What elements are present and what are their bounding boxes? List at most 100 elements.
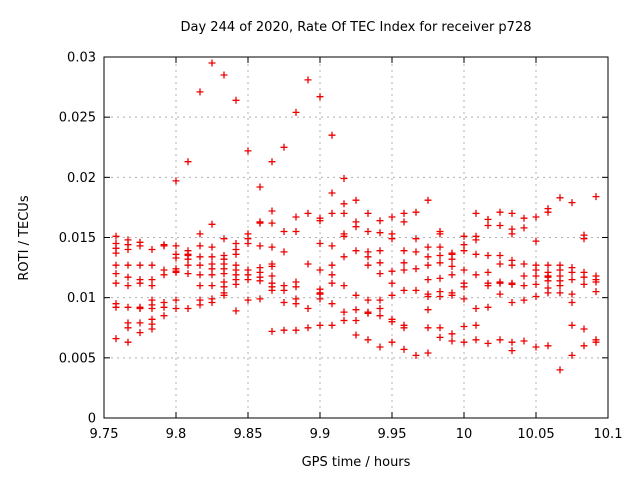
data-point-marker bbox=[232, 240, 240, 247]
data-point-marker bbox=[136, 242, 144, 250]
data-point-marker bbox=[172, 268, 180, 276]
data-point-marker bbox=[532, 293, 540, 300]
data-point-marker bbox=[184, 270, 192, 278]
data-point-marker bbox=[280, 299, 288, 306]
data-point-marker bbox=[496, 290, 504, 298]
data-point-marker bbox=[532, 280, 540, 288]
x-tick-label: 10 bbox=[456, 427, 473, 442]
data-point-marker bbox=[340, 200, 348, 208]
data-point-marker bbox=[208, 243, 216, 251]
data-point-marker bbox=[172, 177, 180, 185]
data-point-marker bbox=[376, 229, 384, 237]
data-point-marker bbox=[556, 194, 564, 202]
data-point-marker bbox=[472, 271, 480, 279]
data-point-marker bbox=[412, 351, 420, 359]
data-point-marker bbox=[556, 282, 564, 290]
data-point-marker bbox=[208, 220, 216, 228]
data-point-marker bbox=[532, 266, 540, 274]
data-point-marker bbox=[352, 247, 360, 255]
data-point-marker bbox=[244, 296, 252, 304]
data-point-marker bbox=[124, 303, 132, 311]
data-point-marker bbox=[136, 319, 144, 327]
data-point-marker bbox=[436, 324, 444, 332]
x-tick-label: 9.95 bbox=[378, 427, 407, 442]
data-point-marker bbox=[580, 342, 588, 350]
data-point-marker bbox=[316, 321, 324, 329]
data-point-marker bbox=[520, 224, 528, 232]
data-point-marker bbox=[268, 327, 276, 335]
data-point-marker bbox=[136, 279, 144, 287]
data-point-marker bbox=[388, 318, 396, 326]
data-point-marker bbox=[424, 293, 432, 300]
y-tick-label: 0.015 bbox=[59, 231, 96, 246]
data-point-marker bbox=[208, 265, 216, 273]
y-tick-label: 0.02 bbox=[67, 171, 96, 186]
data-point-marker bbox=[592, 288, 600, 296]
data-point-marker bbox=[544, 261, 552, 269]
data-point-marker bbox=[160, 271, 168, 279]
data-point-marker bbox=[520, 260, 528, 268]
data-point-marker bbox=[400, 209, 408, 217]
data-point-marker bbox=[544, 289, 552, 297]
data-point-marker bbox=[328, 321, 336, 329]
data-point-marker bbox=[544, 277, 552, 285]
y-tick-label: 0.01 bbox=[67, 291, 96, 306]
data-point-marker bbox=[580, 235, 588, 243]
data-point-marker bbox=[448, 337, 456, 345]
data-point-marker bbox=[148, 305, 156, 312]
data-point-marker bbox=[112, 270, 120, 278]
data-point-marker bbox=[352, 223, 360, 231]
data-point-marker bbox=[376, 217, 384, 225]
data-point-marker bbox=[472, 250, 480, 258]
data-point-marker bbox=[268, 219, 276, 227]
data-point-marker bbox=[508, 209, 516, 217]
data-point-marker bbox=[316, 266, 324, 274]
data-point-marker bbox=[112, 232, 120, 240]
data-point-marker bbox=[484, 339, 492, 347]
data-point-marker bbox=[292, 300, 300, 308]
data-point-marker bbox=[484, 282, 492, 290]
x-tick-label: 10.1 bbox=[594, 427, 623, 442]
data-point-marker bbox=[196, 282, 204, 290]
data-point-marker bbox=[436, 274, 444, 282]
data-point-marker bbox=[280, 228, 288, 235]
data-point-marker bbox=[340, 232, 348, 240]
data-point-marker bbox=[496, 252, 504, 259]
data-point-marker bbox=[364, 336, 372, 344]
data-point-marker bbox=[124, 338, 132, 346]
data-point-marker bbox=[304, 305, 312, 312]
data-point-marker bbox=[148, 276, 156, 284]
data-point-marker bbox=[328, 189, 336, 197]
data-point-marker bbox=[220, 71, 228, 79]
data-point-marker bbox=[568, 321, 576, 329]
data-point-marker bbox=[568, 351, 576, 359]
data-point-marker bbox=[472, 321, 480, 329]
data-point-marker bbox=[580, 273, 588, 281]
data-point-marker bbox=[460, 323, 468, 330]
data-point-marker bbox=[460, 283, 468, 291]
data-point-marker bbox=[304, 209, 312, 217]
data-point-marker bbox=[328, 261, 336, 269]
data-point-marker bbox=[280, 286, 288, 294]
data-point-marker bbox=[520, 214, 528, 222]
data-point-marker bbox=[568, 276, 576, 284]
data-point-marker bbox=[328, 131, 336, 139]
data-points-layer bbox=[112, 59, 600, 374]
data-point-marker bbox=[424, 276, 432, 284]
data-point-marker bbox=[544, 342, 552, 350]
x-tick-label: 9.9 bbox=[310, 427, 331, 442]
data-point-marker bbox=[148, 261, 156, 269]
data-point-marker bbox=[256, 277, 264, 285]
data-point-marker bbox=[376, 312, 384, 320]
data-point-marker bbox=[340, 253, 348, 261]
data-point-marker bbox=[520, 282, 528, 290]
data-point-marker bbox=[196, 261, 204, 269]
data-point-marker bbox=[292, 213, 300, 221]
data-point-marker bbox=[424, 349, 432, 357]
data-point-marker bbox=[412, 248, 420, 256]
data-point-marker bbox=[520, 296, 528, 304]
data-point-marker bbox=[340, 282, 348, 290]
data-point-marker bbox=[496, 336, 504, 344]
data-point-marker bbox=[220, 235, 228, 243]
